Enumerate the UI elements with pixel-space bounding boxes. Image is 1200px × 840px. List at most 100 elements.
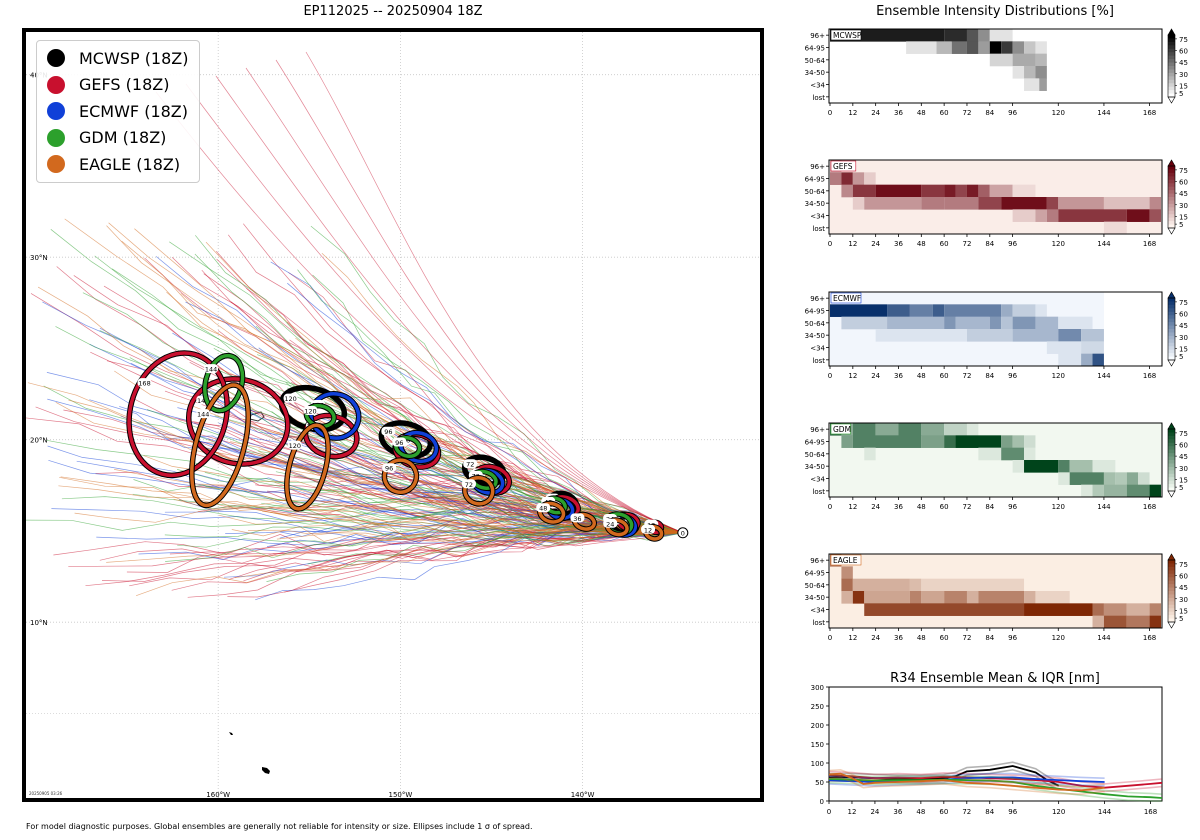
colorbar-segment — [1168, 86, 1175, 91]
colorbar-segment — [1168, 577, 1175, 582]
x-tick-label: 72 — [963, 240, 972, 248]
y-category-label: 64-95 — [805, 439, 825, 447]
x-tick-label: 120 — [1052, 634, 1065, 642]
heatmap-cell — [1103, 603, 1127, 616]
heatmap-cell — [921, 184, 945, 198]
x-tick-label: 36 — [894, 240, 903, 248]
heatmap-cell — [966, 29, 979, 42]
model-tag-bg — [830, 423, 851, 435]
heatmap-cell — [1103, 484, 1127, 498]
ellipse-label-bg — [641, 524, 656, 534]
y-category-label: 64-95 — [805, 308, 825, 316]
ellipse-label-bg — [137, 378, 152, 388]
colorbar-segment — [1168, 453, 1175, 458]
colorbar-segment — [1168, 601, 1175, 606]
origin-hour-label: 0 — [681, 529, 685, 537]
ensemble-track — [26, 519, 683, 540]
heatmap-cell — [1012, 53, 1036, 67]
colorbar-tick-label: 60 — [1179, 442, 1188, 450]
y-category-label: 34-50 — [805, 332, 825, 340]
colorbar-max-arrow — [1167, 28, 1176, 36]
x-tick-label: 48 — [917, 240, 926, 248]
heatmap-cell — [1046, 209, 1059, 222]
y-category-label: 96+ — [810, 163, 825, 171]
track-map: 40°N30°N20°N10°N160°W150°W140°W244872961… — [22, 28, 764, 802]
heatmap-cell — [887, 316, 945, 330]
heatmap-cell — [864, 591, 910, 604]
x-tick-label: 144 — [1097, 109, 1111, 117]
x-tick-label: 120 — [1052, 808, 1065, 816]
y-category-label: <34 — [810, 345, 825, 353]
colorbar-tick-label: 60 — [1179, 48, 1188, 56]
colorbar-tick-label: 5 — [1179, 484, 1183, 492]
colorbar-segment — [1168, 473, 1175, 478]
colorbar-min-arrow — [1167, 621, 1176, 629]
colorbar-tick-label: 15 — [1179, 607, 1188, 615]
r34-iqr-upper-gefs — [828, 770, 1163, 785]
colorbar-segment — [1168, 608, 1175, 613]
heatmap-cell — [1138, 472, 1150, 485]
x-tick-label: 48 — [917, 109, 926, 117]
heatmap-cell — [955, 435, 1002, 448]
model-tag: EAGLE — [833, 556, 858, 565]
colorbar-segment — [1168, 466, 1175, 471]
colorbar-segment — [1168, 594, 1175, 599]
x-tick-label: 24 — [871, 240, 880, 248]
heatmap-cell — [1024, 460, 1059, 473]
heatmap-cell — [944, 435, 956, 448]
y-category-label: 50-64 — [805, 57, 826, 65]
y-category-label: 64-95 — [805, 176, 825, 184]
ensemble-track — [187, 485, 683, 534]
lon-label: 150°W — [389, 791, 413, 798]
colorbar-segment — [1168, 570, 1175, 575]
heatmap-cell — [944, 304, 1002, 317]
colorbar-frame — [1167, 559, 1176, 623]
heatmap-cell — [921, 423, 945, 436]
x-tick-label: 36 — [894, 109, 903, 117]
x-tick-label: 72 — [963, 503, 972, 511]
legend-item-gefs: GEFS (18Z) — [47, 72, 189, 99]
colorbar-segment — [1168, 45, 1175, 50]
x-tick-label: 60 — [940, 240, 949, 248]
ensemble-track — [201, 269, 683, 534]
heatmap-cell — [1024, 447, 1036, 461]
y-category-label: 50-64 — [805, 582, 826, 590]
colorbar-segment — [1168, 442, 1175, 447]
x-tick-label: 168 — [1143, 240, 1156, 248]
x-tick-label: 48 — [917, 503, 926, 511]
colorbar-segment — [1168, 79, 1175, 84]
colorbar-frame — [1167, 165, 1176, 229]
heatmap-cell — [921, 435, 945, 448]
y-category-label: <34 — [810, 82, 825, 90]
distributions-title: Ensemble Intensity Distributions [%] — [876, 4, 1114, 19]
colorbar-segment — [1168, 166, 1175, 170]
x-tick-label: 168 — [1143, 109, 1156, 117]
x-tick-label: 60 — [940, 109, 949, 117]
x-tick-label: 144 — [1098, 808, 1112, 816]
x-tick-label: 96 — [1008, 503, 1017, 511]
heatmap-cell — [989, 53, 1013, 67]
colorbar-tick-label: 5 — [1179, 615, 1183, 623]
model-tag-bg — [830, 29, 862, 41]
x-tick-label: 12 — [848, 808, 857, 816]
ensemble-track — [275, 59, 683, 534]
ellipse-label-bg — [536, 503, 551, 513]
ensemble-track — [106, 532, 683, 563]
model-tag: MCWSP — [833, 31, 862, 40]
colorbar-segment — [1168, 203, 1175, 208]
heatmap-cell — [1024, 435, 1036, 448]
colorbar-segment — [1168, 69, 1175, 74]
x-tick-label: 120 — [1052, 503, 1065, 511]
colorbar-segment — [1168, 618, 1175, 623]
colorbar-segment — [1168, 580, 1175, 585]
x-tick-label: 72 — [963, 372, 972, 380]
heatmap-cell — [1001, 304, 1013, 317]
heatmap-cell — [1058, 209, 1127, 222]
colorbar-segment — [1168, 349, 1175, 354]
heatmap-cell — [852, 172, 865, 185]
colorbar-tick-label: 75 — [1179, 561, 1188, 569]
x-tick-label: 144 — [1097, 240, 1111, 248]
colorbar-segment — [1168, 72, 1175, 77]
